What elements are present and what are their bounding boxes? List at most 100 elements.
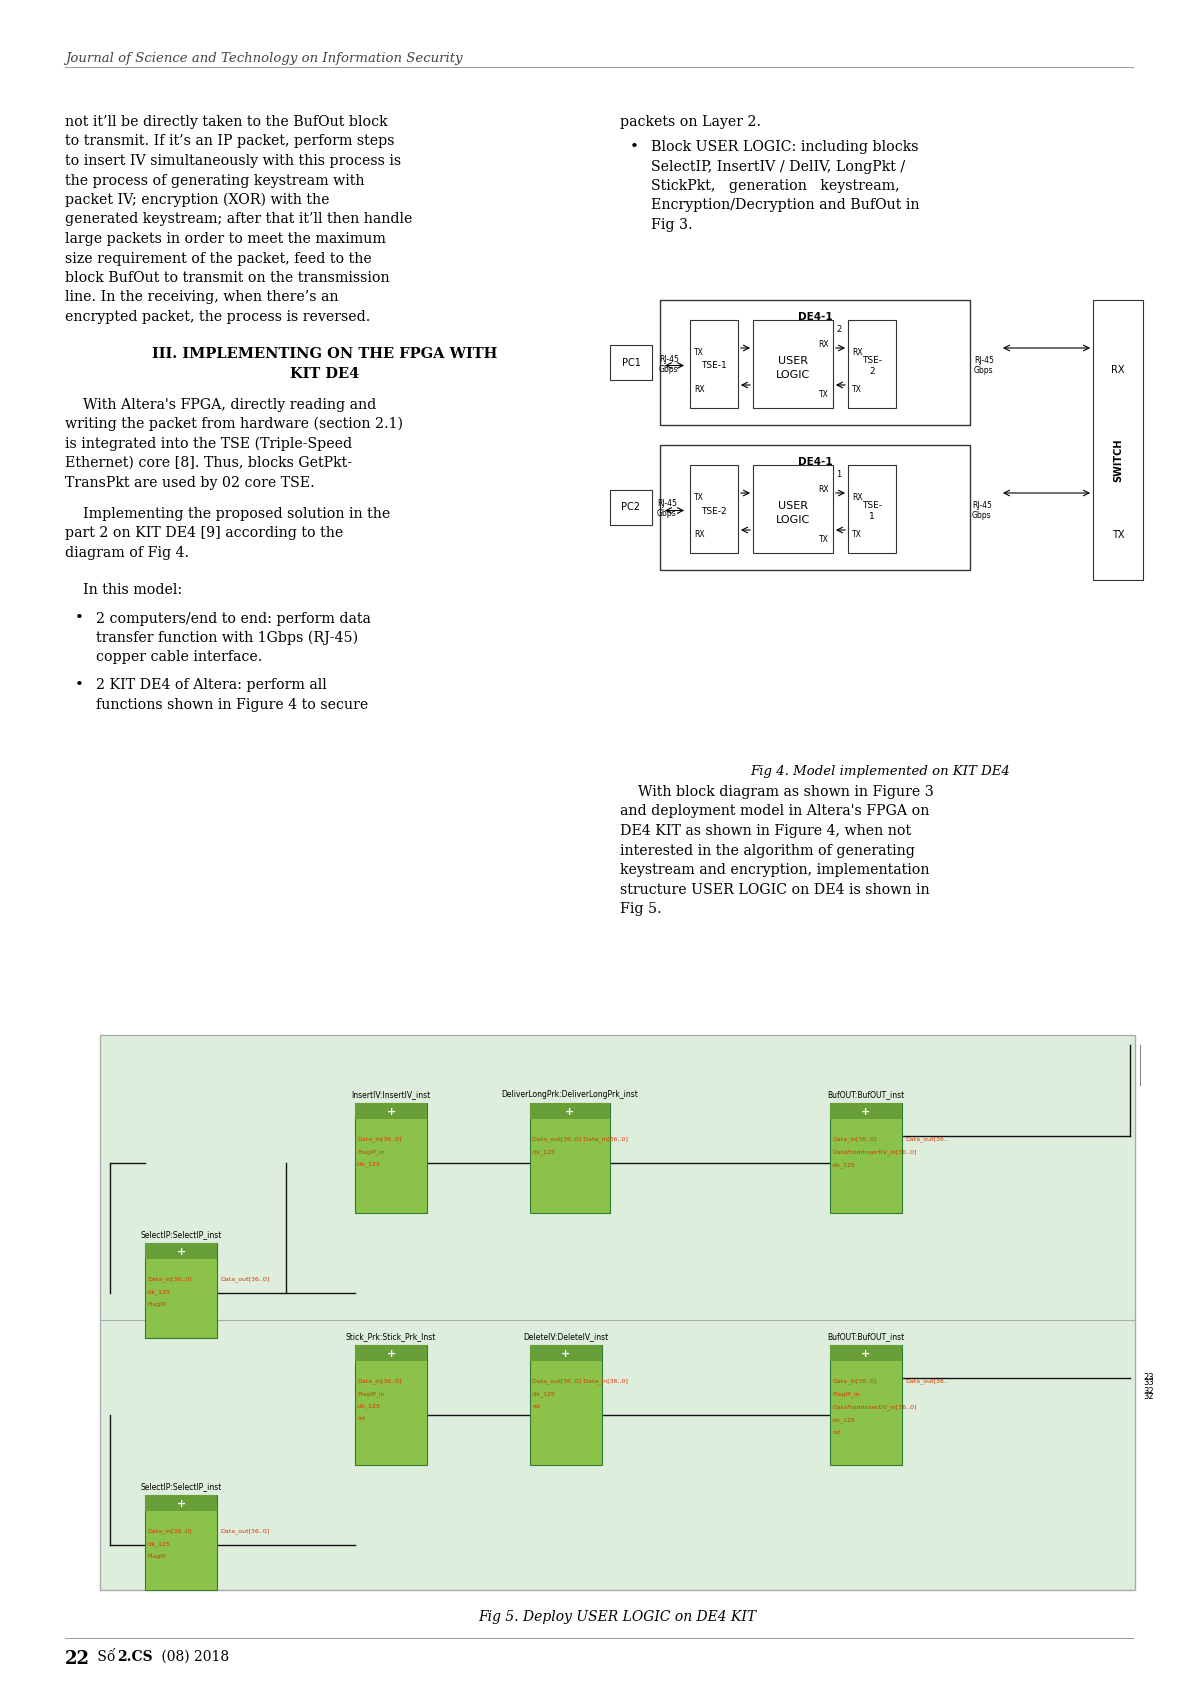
Bar: [848, 321, 896, 408]
Text: BufOUT:BufOUT_inst: BufOUT:BufOUT_inst: [828, 1332, 904, 1340]
Text: to insert IV simultaneously with this process is: to insert IV simultaneously with this pr…: [65, 154, 401, 169]
Text: Fig 3.: Fig 3.: [642, 218, 692, 231]
Text: 32: 32: [1143, 1388, 1154, 1396]
Text: packet IV; encryption (XOR) with the: packet IV; encryption (XOR) with the: [65, 192, 329, 208]
Text: Gbps: Gbps: [972, 511, 992, 520]
Text: clk_125: clk_125: [831, 1161, 855, 1168]
Text: Fig 5. Deploy USER LOGIC on DE4 KIT: Fig 5. Deploy USER LOGIC on DE4 KIT: [478, 1610, 757, 1624]
Text: RX: RX: [818, 339, 829, 349]
Text: RX: RX: [852, 493, 863, 501]
Text: Data_in[36..0]: Data_in[36..0]: [831, 1377, 877, 1384]
Bar: [690, 464, 738, 554]
Text: +: +: [176, 1247, 186, 1258]
Text: Stick_Prk:Stick_Prk_Inst: Stick_Prk:Stick_Prk_Inst: [346, 1332, 436, 1340]
Text: writing the packet from hardware (section 2.1): writing the packet from hardware (sectio…: [65, 417, 403, 432]
Bar: [530, 1102, 610, 1119]
Text: RJ-45: RJ-45: [972, 501, 992, 510]
Text: Block USER LOGIC: including blocks: Block USER LOGIC: including blocks: [642, 140, 919, 154]
Text: RX: RX: [1112, 365, 1125, 375]
Text: Ethernet) core [8]. Thus, blocks GetPkt-: Ethernet) core [8]. Thus, blocks GetPkt-: [65, 456, 352, 469]
Text: DE4-1: DE4-1: [798, 312, 833, 322]
Text: diagram of Fig 4.: diagram of Fig 4.: [65, 545, 189, 560]
Bar: [830, 1102, 902, 1119]
Text: 1: 1: [836, 469, 841, 479]
Text: Implementing the proposed solution in the: Implementing the proposed solution in th…: [65, 506, 391, 522]
Bar: [355, 1102, 426, 1119]
Text: +: +: [565, 1107, 575, 1117]
Text: Data_out[36..0]: Data_out[36..0]: [220, 1528, 270, 1534]
Text: 32: 32: [1143, 1393, 1154, 1401]
Text: TSE-2: TSE-2: [701, 506, 727, 515]
Text: line. In the receiving, when there’s an: line. In the receiving, when there’s an: [65, 290, 339, 304]
Bar: [530, 1345, 603, 1465]
Bar: [830, 1345, 902, 1465]
Text: not it’ll be directly taken to the BufOut block: not it’ll be directly taken to the BufOu…: [65, 115, 388, 128]
Text: •: •: [75, 679, 84, 692]
Text: part 2 on KIT DE4 [9] according to the: part 2 on KIT DE4 [9] according to the: [65, 527, 344, 540]
Text: 22: 22: [65, 1649, 90, 1668]
Bar: [848, 464, 896, 554]
Bar: [355, 1345, 426, 1465]
Text: +: +: [176, 1499, 186, 1509]
Text: 2.CS: 2.CS: [117, 1649, 152, 1664]
Text: large packets in order to meet the maximum: large packets in order to meet the maxim…: [65, 231, 386, 246]
Text: TX: TX: [852, 385, 861, 393]
Text: clk_125: clk_125: [532, 1391, 556, 1396]
Bar: [660, 300, 970, 425]
Text: III. IMPLEMENTING ON THE FPGA WITH: III. IMPLEMENTING ON THE FPGA WITH: [152, 348, 497, 361]
Text: RX: RX: [818, 484, 829, 495]
Text: Số: Số: [93, 1649, 120, 1664]
Text: PC2: PC2: [622, 503, 641, 513]
Text: With Altera's FPGA, directly reading and: With Altera's FPGA, directly reading and: [65, 397, 376, 412]
Text: Fig 5.: Fig 5.: [621, 901, 661, 917]
Text: DE4 KIT as shown in Figure 4, when not: DE4 KIT as shown in Figure 4, when not: [621, 824, 912, 837]
Text: TSE-
2: TSE- 2: [863, 356, 882, 376]
Text: USER
LOGIC: USER LOGIC: [776, 356, 810, 380]
Text: interested in the algorithm of generating: interested in the algorithm of generatin…: [621, 844, 915, 858]
Text: is integrated into the TSE (Triple-Speed: is integrated into the TSE (Triple-Speed: [65, 437, 352, 451]
Text: Encryption/Decryption and BufOut in: Encryption/Decryption and BufOut in: [642, 199, 920, 213]
Text: packets on Layer 2.: packets on Layer 2.: [621, 115, 761, 128]
Text: to transmit. If it’s an IP packet, perform steps: to transmit. If it’s an IP packet, perfo…: [65, 135, 394, 149]
Bar: [145, 1242, 217, 1339]
Text: 23: 23: [1143, 1372, 1154, 1382]
Text: RJ-45: RJ-45: [974, 356, 994, 365]
Text: PC1: PC1: [622, 358, 641, 368]
Bar: [530, 1345, 603, 1361]
Bar: [830, 1102, 902, 1214]
Text: Data_out[36..0] Data_in[36..0]: Data_out[36..0] Data_in[36..0]: [532, 1377, 628, 1384]
Text: Gbps: Gbps: [974, 366, 993, 375]
Text: clk_125: clk_125: [147, 1541, 171, 1546]
Text: RX: RX: [694, 530, 704, 538]
Text: functions shown in Figure 4 to secure: functions shown in Figure 4 to secure: [87, 697, 368, 712]
Text: +: +: [861, 1107, 871, 1117]
Text: TSE-
1: TSE- 1: [863, 501, 882, 522]
Text: generated keystream; after that it’ll then handle: generated keystream; after that it’ll th…: [65, 213, 412, 226]
Bar: [610, 490, 652, 525]
Text: SelectIP:SelectIP_inst: SelectIP:SelectIP_inst: [140, 1482, 222, 1491]
Bar: [610, 344, 652, 380]
Bar: [754, 321, 833, 408]
Text: SelectIP, InsertIV / DelIV, LongPkt /: SelectIP, InsertIV / DelIV, LongPkt /: [642, 159, 906, 174]
Text: (08) 2018: (08) 2018: [157, 1649, 229, 1664]
Text: TX: TX: [1112, 530, 1124, 540]
Text: transfer function with 1Gbps (RJ-45): transfer function with 1Gbps (RJ-45): [87, 631, 358, 645]
Text: Journal of Science and Technology on Information Security: Journal of Science and Technology on Inf…: [65, 52, 462, 66]
Text: TSE-1: TSE-1: [701, 361, 727, 370]
Text: DeliverLongPrk:DeliverLongPrk_inst: DeliverLongPrk:DeliverLongPrk_inst: [502, 1090, 639, 1099]
Text: Data_in[36..0]: Data_in[36..0]: [831, 1136, 877, 1141]
Text: FlagIP: FlagIP: [147, 1555, 165, 1560]
Bar: [660, 446, 970, 571]
Text: TX: TX: [819, 535, 829, 544]
Text: TX: TX: [694, 493, 704, 501]
Text: TX: TX: [694, 348, 704, 356]
Text: clk_125: clk_125: [357, 1161, 381, 1166]
Text: and deployment model in Altera's FPGA on: and deployment model in Altera's FPGA on: [621, 805, 930, 819]
Text: rst: rst: [357, 1416, 365, 1421]
Text: Data_in[36..0]: Data_in[36..0]: [147, 1276, 192, 1281]
Text: KIT DE4: KIT DE4: [290, 368, 359, 381]
Text: DeleteIV:DeleteIV_inst: DeleteIV:DeleteIV_inst: [524, 1332, 609, 1340]
Text: Data_in[36..0]: Data_in[36..0]: [357, 1377, 401, 1384]
Text: clk_125: clk_125: [831, 1416, 855, 1423]
Text: TransPkt are used by 02 core TSE.: TransPkt are used by 02 core TSE.: [65, 476, 315, 490]
